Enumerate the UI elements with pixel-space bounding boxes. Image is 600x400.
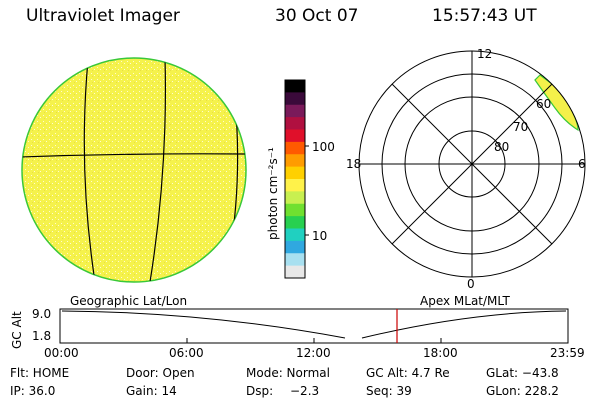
time-label-0000: 00:00 xyxy=(44,346,79,360)
altitude-axis-label: GC Alt xyxy=(10,311,24,349)
colorbar-band xyxy=(285,92,305,106)
colorbar-band xyxy=(285,240,305,254)
altitude-time-ticks xyxy=(186,338,442,343)
altitude-tick-1.8: 1.8 xyxy=(32,329,52,343)
time-readout: 15:57:43 UT xyxy=(432,6,537,26)
mlat-label-70: 70 xyxy=(513,120,529,134)
time-label-1800: 18:00 xyxy=(423,346,458,360)
globe-meridian-line xyxy=(149,58,167,282)
globe-meridian-line xyxy=(83,59,96,282)
colorbar-band xyxy=(285,154,305,168)
globe-latitude-line xyxy=(22,153,246,158)
status-flt: Flt: HOME xyxy=(10,366,70,380)
colorbar-scale xyxy=(285,80,305,279)
mlt-label-18: 18 xyxy=(346,157,362,171)
polar-label: Apex MLat/MLT xyxy=(420,294,510,308)
time-label-1200: 12:00 xyxy=(296,346,331,360)
colorbar-band xyxy=(285,265,305,279)
mlt-label-12: 12 xyxy=(477,47,493,61)
status-mode: Mode: Normal xyxy=(246,366,330,380)
time-label-2359: 23:59 xyxy=(550,346,585,360)
polar-diagonal xyxy=(391,83,553,245)
colorbar-band xyxy=(285,203,305,217)
colorbar-band xyxy=(285,117,305,130)
status-seq: Seq: 39 xyxy=(366,384,412,398)
colorbar-band xyxy=(285,166,305,180)
colorbar-band xyxy=(285,104,305,118)
mlat-label-80: 80 xyxy=(494,140,510,154)
status-gain: Gain: 14 xyxy=(126,384,177,398)
status-dsp-value: −2.3 xyxy=(290,384,320,398)
globe-label: Geographic Lat/Lon xyxy=(70,294,188,308)
status-gc-alt: GC Alt: 4.7 Re xyxy=(366,366,450,380)
colorbar-band xyxy=(285,179,305,192)
altitude-frame xyxy=(59,308,569,344)
colorbar-band xyxy=(285,228,305,242)
colorbar-band xyxy=(285,191,305,205)
altitude-tick-9: 9.0 xyxy=(32,307,52,321)
colorbar-band xyxy=(285,253,305,267)
status-door: Door: Open xyxy=(126,366,195,380)
mlt-label-0: 0 xyxy=(467,277,475,291)
status-dsp-label: Dsp: xyxy=(246,384,274,398)
globe-disk xyxy=(21,57,247,283)
status-glon: GLon: 228.2 xyxy=(486,384,559,398)
colorbar-band xyxy=(285,141,305,155)
page-title: Ultraviolet Imager xyxy=(26,6,180,26)
altitude-curve xyxy=(61,310,567,339)
status-ip: IP: 36.0 xyxy=(10,384,56,398)
mlat-label-60: 60 xyxy=(536,97,552,111)
time-label-0600: 06:00 xyxy=(169,346,204,360)
colorbar-band xyxy=(285,80,305,93)
mlt-label-6: 6 xyxy=(578,157,586,171)
date-readout: 30 Oct 07 xyxy=(275,6,359,26)
colorbar-band xyxy=(285,129,305,143)
colorbar-tick-100: 100 xyxy=(312,140,335,154)
colorbar-band xyxy=(285,216,305,229)
colorbar-tick-10: 10 xyxy=(312,229,328,243)
status-glat: GLat: −43.8 xyxy=(486,366,559,380)
